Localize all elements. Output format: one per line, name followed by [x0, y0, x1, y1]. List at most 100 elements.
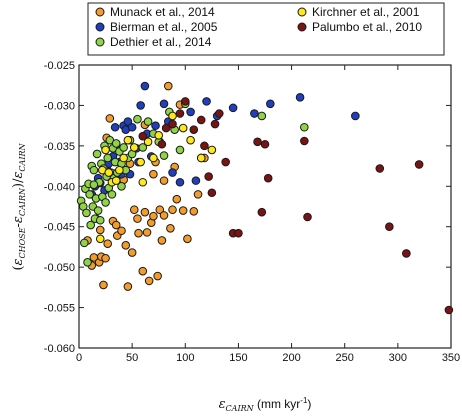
data-point: [186, 135, 195, 145]
data-point: [214, 109, 224, 118]
data-point: [300, 136, 309, 146]
axis-ticks: 0 50 100 150 200 250 300 350 -0.060 -0.055 -0.050 -…: [44, 60, 460, 364]
data-point: [117, 226, 126, 236]
y-axis-label-symbol-1: ε: [11, 258, 26, 265]
data-point: [193, 190, 203, 199]
y-tick-label: -0.055: [44, 303, 75, 315]
data-point: [136, 101, 145, 110]
data-point: [123, 282, 133, 291]
y-axis-label-minus: -: [11, 223, 26, 227]
data-point: [123, 117, 133, 126]
x-axis-label-units: (mm kyr: [254, 397, 301, 411]
data-point: [99, 280, 108, 290]
data-point: [260, 139, 270, 149]
data-point: [196, 153, 206, 163]
data-point: [95, 215, 105, 225]
data-point: [161, 123, 171, 133]
data-point: [95, 234, 105, 244]
data-point: [295, 93, 305, 102]
y-tick-label: -0.025: [44, 60, 75, 72]
data-point: [168, 168, 177, 177]
data-point: [253, 137, 262, 147]
data-point: [163, 81, 173, 91]
x-tick-label: 50: [126, 352, 138, 364]
data-point: [133, 114, 142, 124]
data-point: [138, 131, 148, 141]
data-point: [80, 238, 89, 248]
data-point: [127, 122, 137, 132]
data-point: [149, 169, 158, 179]
data-point: [444, 305, 454, 315]
data-point: [134, 228, 143, 238]
data-point: [189, 125, 199, 134]
data-point: [300, 122, 309, 132]
data-point: [257, 207, 267, 217]
data-point: [168, 205, 177, 215]
series-4: [138, 97, 454, 315]
y-axis-label-symbol-2: ε: [11, 216, 26, 223]
data-point: [138, 177, 148, 187]
plot-area: [78, 64, 452, 349]
legend-label: Kirchner et al., 2001: [312, 5, 420, 19]
data-point: [210, 119, 220, 129]
data-point: [178, 206, 188, 215]
x-axis-label: εCAIRN (mm kyr-1): [219, 396, 312, 413]
data-point: [204, 172, 213, 181]
data-point: [207, 145, 217, 155]
legend-frame: [87, 2, 445, 56]
x-tick-label: 350: [442, 352, 460, 364]
data-point: [111, 176, 121, 185]
x-axis-label-units-close: ): [307, 397, 311, 411]
data-point: [351, 111, 360, 121]
data-point: [101, 253, 110, 263]
data-point: [375, 164, 385, 173]
y-axis-label: (εCHOSE-εCAIRN)/εCAIRN: [11, 142, 27, 270]
data-point: [196, 115, 206, 125]
legend-label: Palumbo et al., 2010: [312, 20, 422, 34]
data-point: [414, 160, 424, 169]
data-point: [168, 111, 177, 121]
data-point: [93, 206, 103, 215]
data-point: [149, 153, 158, 163]
x-tick-label: 150: [229, 352, 247, 364]
data-point: [117, 181, 126, 191]
legend-label: Munack et al., 2014: [110, 5, 215, 19]
data-point: [129, 143, 139, 152]
data-point: [121, 241, 131, 250]
data-point: [119, 153, 128, 163]
data-point: [234, 228, 243, 238]
data-point: [89, 180, 99, 189]
data-point: [191, 176, 201, 185]
x-axis-label-subscript: CAIRN: [226, 404, 255, 413]
data-point: [123, 135, 133, 145]
data-point: [250, 109, 259, 118]
data-point: [95, 225, 105, 235]
data-point: [266, 99, 275, 109]
data-point: [144, 276, 154, 286]
data-points: [76, 81, 454, 315]
data-point: [105, 114, 115, 123]
x-tick-label: 250: [336, 352, 354, 364]
legend-marker: [297, 7, 307, 17]
data-point: [228, 103, 238, 113]
y-axis-label-close: )/: [11, 178, 26, 188]
y-tick-label: -0.050: [44, 262, 75, 274]
data-point: [86, 220, 95, 230]
data-point: [136, 157, 145, 167]
data-point: [143, 137, 153, 147]
x-tick-label: 200: [282, 352, 300, 364]
data-point: [92, 149, 102, 159]
y-axis-label-symbol-3: ε: [11, 172, 26, 179]
data-point: [183, 234, 192, 244]
data-point: [104, 168, 114, 177]
data-point: [129, 205, 139, 215]
data-point: [142, 228, 152, 237]
data-point: [175, 109, 185, 118]
data-point: [85, 190, 94, 199]
data-point: [159, 99, 169, 109]
data-point: [110, 122, 120, 132]
data-point: [138, 266, 148, 276]
